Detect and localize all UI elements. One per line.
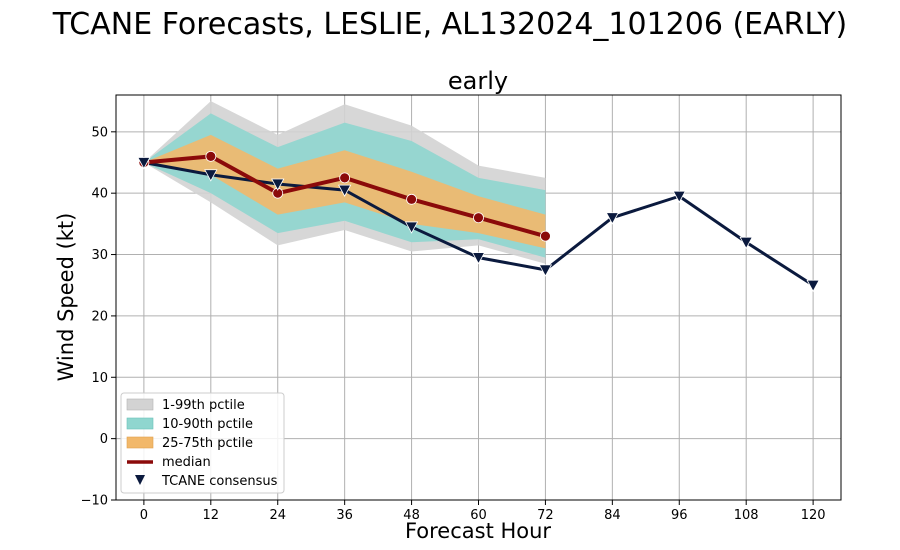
x-tick-label-12: 12 [203, 508, 220, 523]
plot-title: early [448, 67, 508, 95]
x-tick-label-84: 84 [604, 508, 621, 523]
x-tick-label-120: 120 [801, 508, 826, 523]
legend-label-1-99: 1-99th pctile [162, 398, 245, 413]
consensus-point-84 [605, 212, 620, 225]
x-tick-label-24: 24 [269, 508, 286, 523]
x-tick-label-96: 96 [671, 508, 688, 523]
consensus-point-72 [538, 264, 553, 277]
x-axis-label: Forecast Hour [405, 519, 551, 543]
consensus-point-0 [137, 157, 151, 170]
consensus-point-24 [271, 178, 285, 191]
y-tick-label-0: 0 [100, 432, 108, 447]
axis-ticks: 0 12 24 36 48 60 72 84 96 108 120 −10 0 10 20 30 40 50 [81, 125, 826, 523]
legend-label-consensus: TCANE consensus [161, 474, 278, 489]
x-tick-label-108: 108 [734, 508, 759, 523]
legend-swatch-25-75 [126, 436, 154, 449]
legend-label-25-75: 25-75th pctile [162, 436, 253, 451]
legend-label-10-90: 10-90th pctile [162, 417, 253, 432]
median-point-36 [339, 172, 351, 184]
legend: 1-99th pctile 10-90th pctile 25-75th pct… [120, 392, 285, 494]
legend-label-median: median [162, 455, 211, 470]
median-point-72 [540, 230, 551, 242]
x-tick-label-48: 48 [403, 508, 420, 523]
x-tick-label-0: 0 [140, 508, 148, 523]
figure-title: TCANE Forecasts, LESLIE, AL132024_101206… [52, 7, 848, 42]
legend-swatch-consensus [135, 475, 145, 485]
x-tick-label-72: 72 [537, 508, 554, 523]
consensus-point-12 [204, 169, 218, 182]
median-point-12 [205, 150, 217, 162]
y-tick-label--10: −10 [81, 494, 108, 509]
median-point-60 [473, 212, 484, 224]
y-tick-label-30: 30 [91, 248, 108, 263]
y-tick-label-40: 40 [91, 187, 108, 202]
median-point-48 [406, 193, 417, 205]
y-tick-label-10: 10 [91, 371, 108, 386]
y-tick-label-20: 20 [91, 309, 108, 324]
legend-swatch-10-90 [126, 417, 154, 430]
consensus-point-36 [337, 184, 352, 197]
y-axis-label: Wind Speed (kt) [54, 213, 78, 382]
consensus-point-108 [739, 236, 753, 250]
consensus-point-120 [806, 279, 820, 293]
y-tick-label-50: 50 [91, 125, 108, 140]
consensus-point-48 [404, 221, 419, 234]
legend-frame [120, 392, 285, 494]
legend-swatch-1-99 [126, 398, 154, 411]
x-tick-label-60: 60 [470, 508, 487, 523]
consensus-point-96 [672, 190, 686, 204]
consensus-point-60 [471, 252, 486, 265]
series-markers [137, 150, 820, 293]
x-tick-label-36: 36 [336, 508, 353, 523]
